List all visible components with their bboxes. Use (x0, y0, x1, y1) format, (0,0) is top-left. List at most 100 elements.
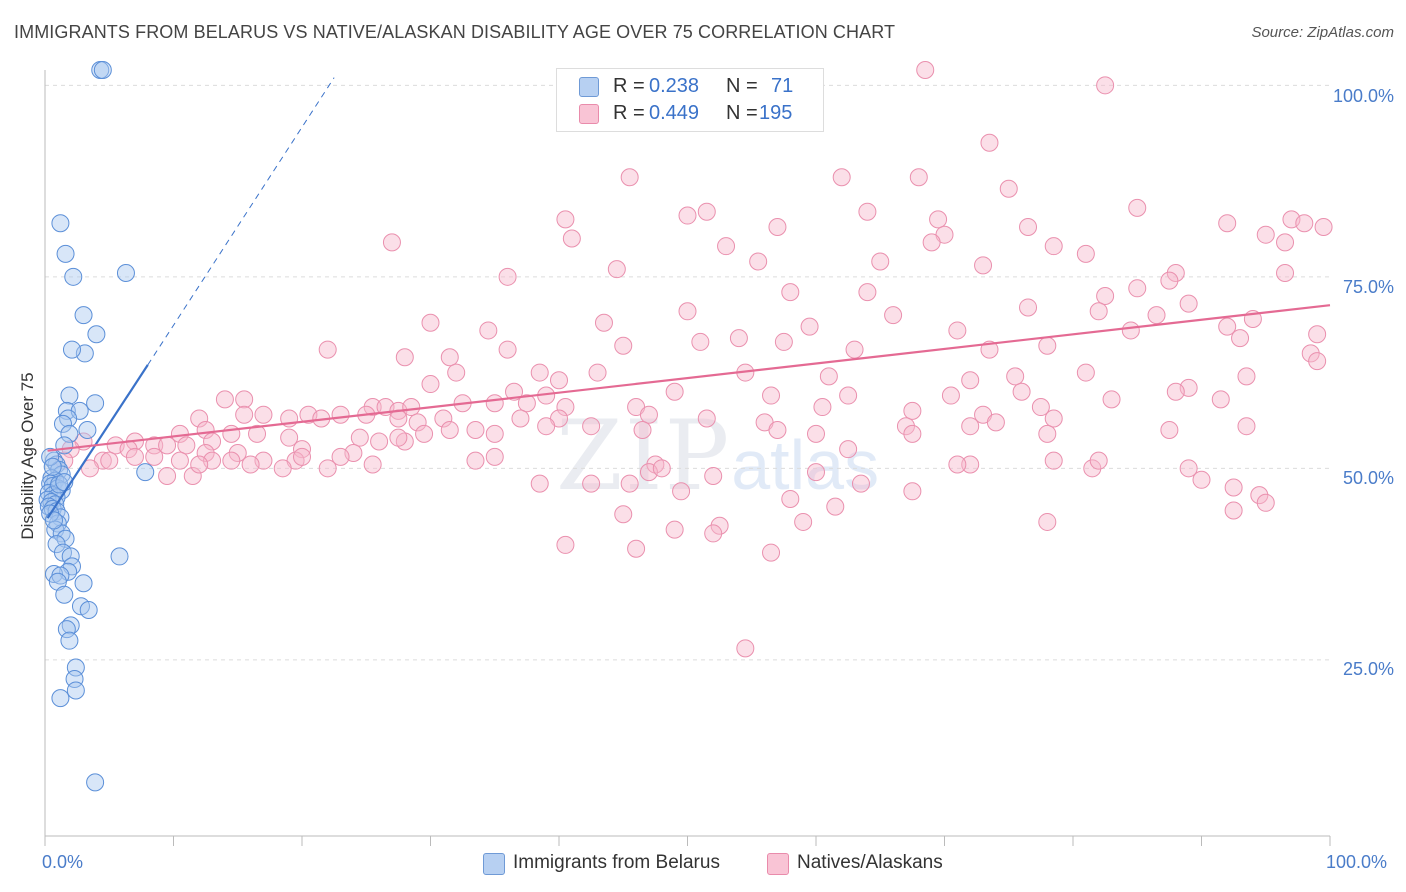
point-belarus (87, 325, 106, 344)
point-natives (588, 363, 607, 382)
point-natives (826, 497, 845, 516)
point-natives (505, 382, 524, 401)
point-natives (903, 424, 922, 443)
point-natives (1276, 263, 1295, 282)
y-tick-label: 50.0% (1342, 468, 1394, 488)
point-natives (832, 168, 851, 187)
point-belarus (56, 529, 75, 548)
point-natives (183, 466, 202, 485)
point-belarus (51, 689, 70, 708)
point-natives (485, 424, 504, 443)
point-natives (691, 332, 710, 351)
point-natives (1179, 294, 1198, 313)
point-belarus (43, 457, 62, 476)
point-natives (749, 252, 768, 271)
point-natives (177, 436, 196, 455)
point-natives (704, 524, 723, 543)
point-natives (1089, 302, 1108, 321)
point-natives (215, 390, 234, 409)
y-tick-label: 25.0% (1342, 659, 1394, 679)
point-natives (961, 371, 980, 390)
n-label: N = (726, 102, 758, 124)
point-natives (395, 348, 414, 367)
point-natives (1231, 329, 1250, 348)
n-label: N = (726, 75, 758, 97)
point-belarus (61, 547, 80, 566)
r-label: R = (613, 102, 645, 124)
point-natives (922, 233, 941, 252)
point-natives (839, 440, 858, 459)
n-value: 71 (771, 75, 794, 97)
point-natives (434, 409, 453, 428)
point-belarus (62, 340, 81, 359)
point-natives (582, 474, 601, 493)
point-natives (1121, 321, 1140, 340)
point-natives (440, 348, 459, 367)
point-belarus (59, 409, 78, 428)
point-natives (170, 451, 189, 470)
point-natives (620, 474, 639, 493)
point-natives (421, 375, 440, 394)
point-natives (331, 447, 350, 466)
point-natives (614, 336, 633, 355)
point-natives (190, 455, 209, 474)
point-natives (807, 463, 825, 482)
point-natives (556, 398, 575, 417)
point-natives (550, 371, 568, 390)
point-natives (1128, 198, 1147, 217)
point-natives (768, 421, 787, 440)
point-natives (389, 428, 408, 447)
point-natives (158, 466, 177, 485)
point-natives (1160, 421, 1179, 440)
point-belarus (53, 414, 72, 433)
point-natives (556, 210, 575, 229)
point-belarus (93, 61, 112, 79)
point-natives (1147, 306, 1166, 325)
point-natives (851, 474, 870, 493)
point-natives (858, 283, 877, 302)
point-natives (511, 409, 530, 428)
y-tick-label: 75.0% (1342, 277, 1394, 297)
point-natives (466, 421, 485, 440)
point-natives (781, 283, 800, 302)
point-natives (196, 444, 215, 462)
point-natives (125, 447, 144, 466)
point-natives (858, 202, 877, 221)
y-axis-label: Disability Age Over 75 (18, 372, 37, 540)
point-natives (1096, 286, 1115, 305)
point-natives (1038, 512, 1057, 531)
point-belarus (55, 585, 74, 604)
point-natives (517, 394, 536, 413)
point-natives (652, 459, 671, 478)
point-natives (633, 421, 652, 440)
chart-title: IMMIGRANTS FROM BELARUS VS NATIVE/ALASKA… (14, 22, 896, 42)
point-belarus (74, 574, 93, 593)
point-natives (408, 413, 427, 432)
point-natives (1308, 352, 1327, 371)
point-natives (1038, 424, 1057, 443)
point-natives (318, 459, 337, 478)
r-value: 0.238 (649, 75, 700, 97)
point-belarus (60, 631, 79, 650)
point-natives (948, 321, 967, 340)
point-natives (672, 482, 691, 501)
point-natives (447, 363, 466, 382)
point-belarus (57, 620, 76, 639)
point-natives (248, 424, 267, 443)
point-natives (1224, 478, 1243, 497)
point-natives (1019, 218, 1038, 237)
point-natives (704, 466, 723, 485)
point-natives (697, 202, 716, 221)
point-natives (871, 252, 890, 271)
point-natives (1044, 237, 1063, 256)
point-natives (1314, 218, 1333, 237)
point-natives (794, 512, 813, 531)
point-natives (293, 447, 311, 466)
point-natives (1160, 271, 1179, 290)
watermark: ZIPatlas (556, 400, 879, 512)
point-natives (1179, 459, 1198, 478)
point-natives (363, 455, 382, 474)
point-natives (620, 168, 639, 187)
point-belarus (64, 267, 83, 286)
point-belarus (78, 421, 97, 440)
